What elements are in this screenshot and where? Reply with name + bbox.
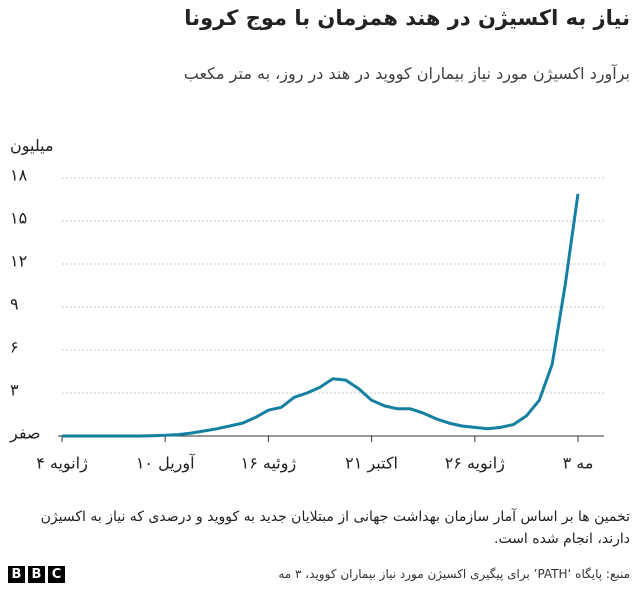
logo-letter: C	[48, 566, 65, 583]
y-tick-label: ۱۵	[10, 209, 27, 228]
data-line	[62, 193, 580, 438]
y-tick-label: ۳	[10, 381, 19, 400]
x-tick-label: ۲۱ اکتبر	[345, 454, 398, 474]
y-tick-label: صفر	[9, 424, 41, 444]
x-tick-label: ۴ ژانویه	[36, 454, 88, 474]
x-tick-label: ۲۶ ژانویه	[445, 454, 505, 474]
logo-letter: B	[28, 566, 45, 583]
y-unit: میلیون	[10, 136, 54, 155]
logo: B B C	[8, 566, 65, 583]
y-tick-label: ۱۲	[10, 252, 27, 271]
logo-letter: B	[8, 566, 25, 583]
note: تخمین ها بر اساس آمار سازمان بهداشت جهان…	[40, 509, 630, 547]
y-tick-label: ۱۸	[10, 166, 28, 185]
source: منبع: پایگاه ‘PATH’ برای پیگیری اکسیژن م…	[278, 567, 630, 581]
x-tick-label: ۱۰ آوریل	[136, 454, 196, 474]
y-tick-label: ۹	[10, 295, 19, 314]
x-tick-label: ۳ مه	[563, 454, 594, 473]
chart-subtitle: برآورد اکسیژن مورد نیاز بیماران کووید در…	[183, 64, 630, 83]
y-tick-label: ۶	[10, 338, 19, 357]
x-tick-label: ۱۶ ژوئیه	[241, 454, 297, 474]
chart: صفر ۳ ۶ ۹ ۱۲ ۱۵ ۱۸ ۴ ژانویه ۱۰ آوریل ۱۶ ژوئیه ۲۱ ا…	[9, 166, 604, 474]
chart-title: نیاز به اکسیژن در هند همزمان با موج کرون…	[184, 6, 630, 30]
